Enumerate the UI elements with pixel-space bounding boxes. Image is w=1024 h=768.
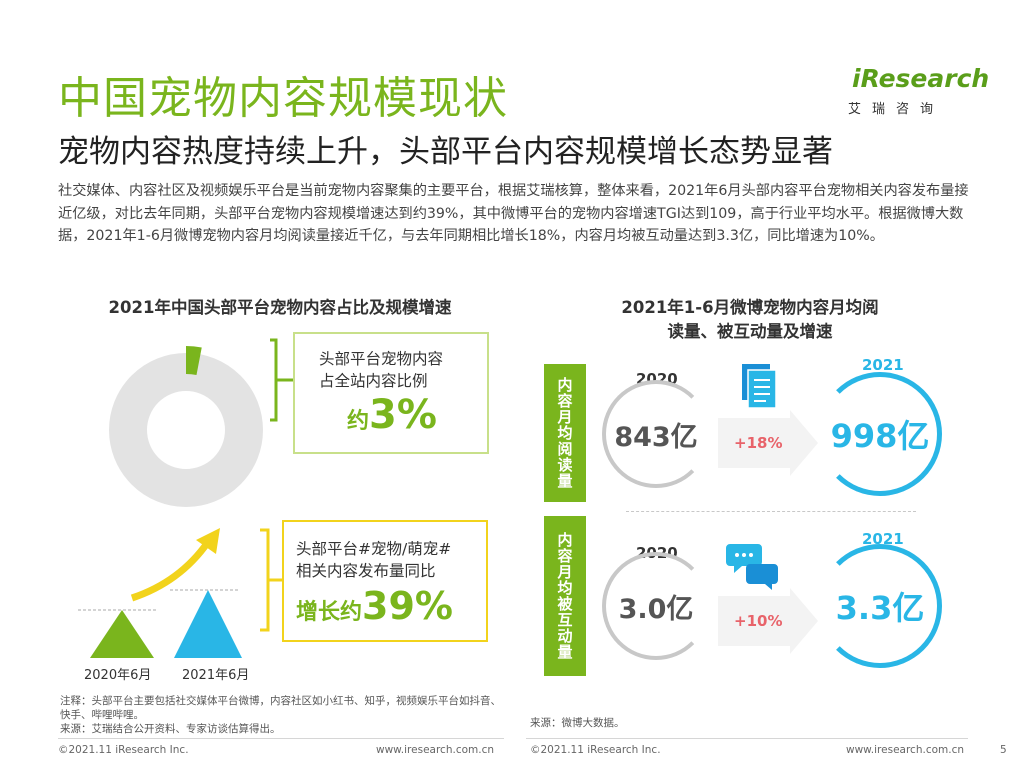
row1-growth: +18% bbox=[734, 434, 783, 452]
bar-label-2021: 2021年6月 bbox=[182, 668, 250, 683]
right-source: 来源：微博大数据。 bbox=[530, 717, 625, 729]
growth-value-wrap: 增长约39% bbox=[296, 584, 453, 628]
share-donut-chart bbox=[109, 346, 263, 507]
growth-triangles bbox=[78, 528, 242, 658]
document-icon bbox=[742, 364, 777, 409]
left-section-heading: 2021年中国头部平台宠物内容占比及规模增速 bbox=[108, 298, 452, 317]
footer-copyright-left: ©2021.11 iResearch Inc. bbox=[58, 744, 189, 756]
iresearch-logo: iResearch bbox=[852, 64, 990, 93]
footer-rule-right bbox=[526, 738, 968, 739]
share-connector bbox=[270, 338, 295, 422]
donut-rest-segment bbox=[109, 353, 263, 507]
row1-growth-arrow bbox=[718, 410, 818, 476]
share-box: 头部平台宠物内容 占全站内容比例 约3% bbox=[293, 332, 489, 454]
growth-value: 39% bbox=[362, 584, 453, 628]
growth-arrow-shaft bbox=[130, 539, 211, 602]
right-section-heading-line2: 读量、被互动量及增速 bbox=[667, 322, 833, 341]
chat-bubbles-icon bbox=[726, 544, 778, 590]
row2-circle-curr: 3.3亿 bbox=[818, 544, 942, 668]
page-title: 中国宠物内容规模现状 bbox=[58, 73, 508, 124]
growth-arrow-head bbox=[196, 528, 220, 554]
growth-box: 头部平台#宠物/萌宠# 相关内容发布量同比 增长约39% bbox=[282, 520, 488, 642]
growth-value-prefix: 增长约 bbox=[296, 600, 363, 625]
row2-growth-arrow bbox=[718, 588, 818, 654]
footer-rule-left bbox=[58, 738, 504, 739]
share-box-line1: 头部平台宠物内容 bbox=[319, 350, 444, 368]
row2-label: 内容月均被互动量 bbox=[544, 516, 586, 676]
share-value-wrap: 约3% bbox=[347, 392, 437, 438]
row-divider bbox=[626, 511, 916, 512]
bar-label-2020: 2020年6月 bbox=[84, 668, 152, 683]
page-number: 5 bbox=[1000, 744, 1007, 756]
row2-growth: +10% bbox=[734, 612, 783, 630]
iresearch-logo-cn: 艾瑞咨询 bbox=[848, 102, 945, 117]
row1-value-curr: 998亿 bbox=[830, 417, 930, 455]
left-note: 注释：头部平台主要包括社交媒体平台微博，内容社区如小红书、知乎，视频娱乐平台如抖… bbox=[60, 695, 501, 735]
footer-url-left: www.iresearch.com.cn bbox=[376, 744, 495, 756]
triangle-2020 bbox=[90, 610, 154, 658]
intro-paragraph: 社交媒体、内容社区及视频娱乐平台是当前宠物内容聚集的主要平台，根据艾瑞核算，整体… bbox=[58, 183, 969, 244]
row2-year-curr: 2021 bbox=[862, 530, 904, 548]
row2-value-prev: 3.0亿 bbox=[618, 593, 694, 625]
share-value: 3% bbox=[369, 392, 437, 438]
triangle-2021 bbox=[174, 590, 242, 658]
footer-url-right: www.iresearch.com.cn bbox=[846, 744, 965, 756]
footer-copyright-right: ©2021.11 iResearch Inc. bbox=[530, 744, 661, 756]
row1-value-prev: 843亿 bbox=[614, 421, 698, 453]
row1-label: 内容月均阅读量 bbox=[544, 364, 586, 502]
row1-circle-prev: 843亿 bbox=[602, 380, 710, 488]
row2-circle-prev: 3.0亿 bbox=[602, 552, 710, 660]
share-value-prefix: 约 bbox=[347, 409, 370, 434]
row1-year-curr: 2021 bbox=[862, 356, 904, 374]
donut-share-segment bbox=[186, 346, 202, 375]
share-box-line2: 占全站内容比例 bbox=[319, 372, 428, 390]
growth-box-line2: 相关内容发布量同比 bbox=[296, 562, 436, 580]
row2-value-curr: 3.3亿 bbox=[835, 589, 925, 627]
row1-circle-curr: 998亿 bbox=[818, 372, 942, 496]
right-section-heading-line1: 2021年1-6月微博宠物内容月均阅 bbox=[621, 298, 879, 317]
page-subtitle: 宠物内容热度持续上升，头部平台内容规模增长态势显著 bbox=[58, 134, 833, 170]
growth-box-line1: 头部平台#宠物/萌宠# bbox=[296, 540, 452, 558]
